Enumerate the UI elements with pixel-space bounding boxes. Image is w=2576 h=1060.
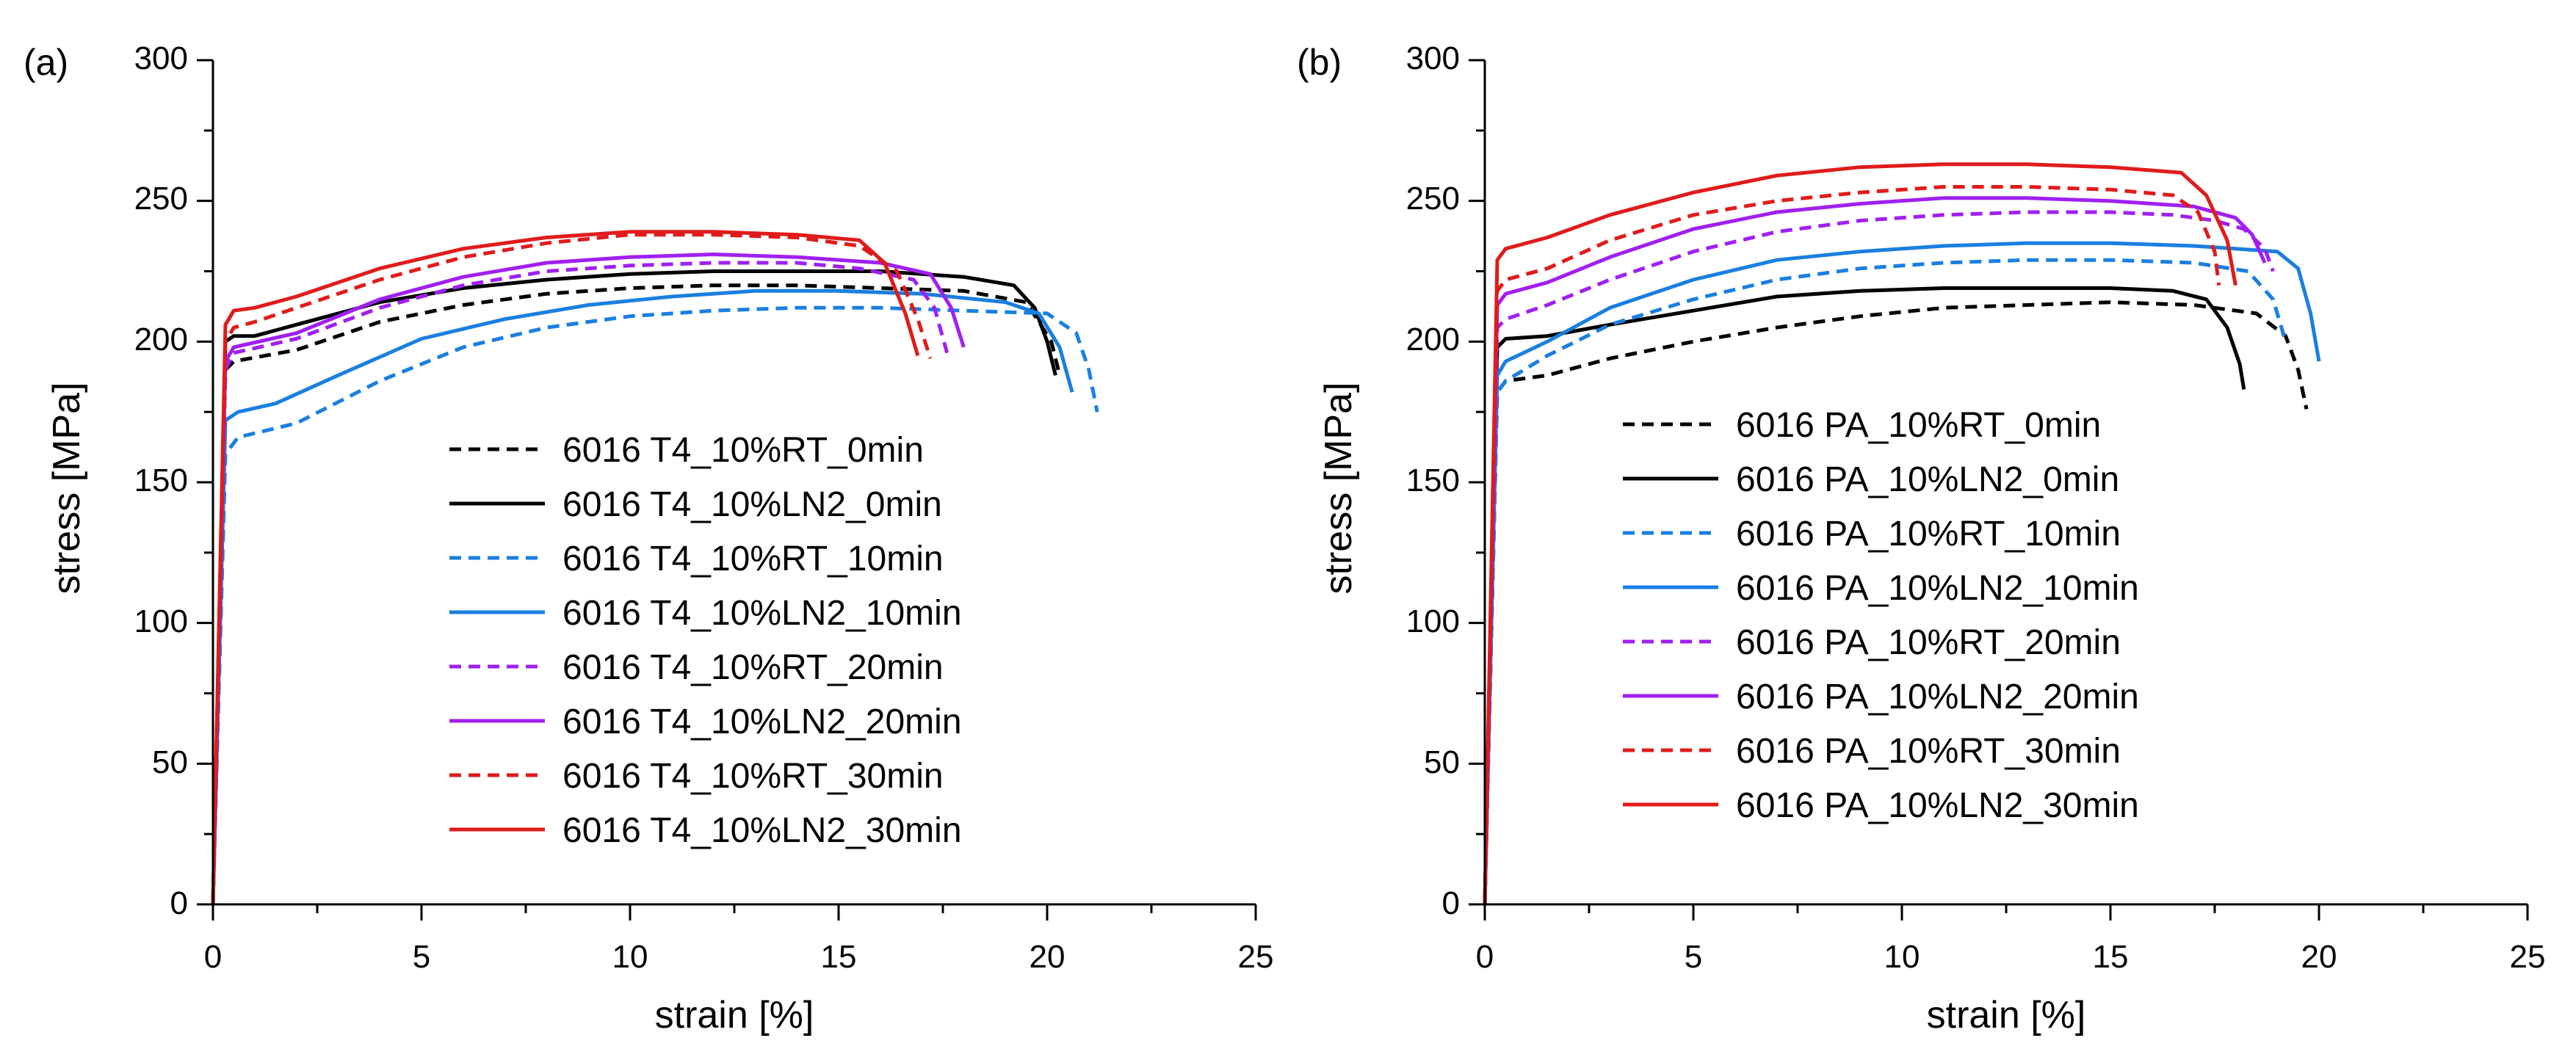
panel-a-x-axis-title: strain [%] [655, 994, 814, 1037]
y-tick-label: 150 [1406, 462, 1460, 498]
series-line-8 [1483, 162, 2237, 905]
legend-label: 6016 T4_10%RT_30min [562, 757, 944, 796]
panel-b: (b) 0 5 10 15 20 25 0 50 100 150 200 250… [1297, 40, 2545, 1037]
series-line-1 [211, 283, 1062, 905]
legend-label: 6016 PA_10%LN2_10min [1736, 569, 2139, 608]
series-line-4 [1483, 241, 2321, 905]
x-tick-label: 5 [413, 939, 430, 975]
panel-a-y-axis-title: stress [MPa] [46, 382, 88, 595]
panel-b-x-axis-title: strain [%] [1927, 994, 2086, 1037]
legend-label: 6016 T4_10%RT_10min [562, 540, 944, 578]
x-tick-label: 0 [1476, 939, 1494, 975]
y-tick-label: 300 [1406, 40, 1460, 76]
panel-a-curves [211, 230, 1099, 905]
y-tick-label: 100 [134, 603, 188, 639]
series-line-2 [211, 269, 1057, 905]
legend-label: 6016 PA_10%RT_20min [1736, 623, 2121, 662]
panel-b-axes [1469, 59, 2529, 921]
legend-label: 6016 PA_10%LN2_30min [1736, 786, 2139, 825]
panel-a-x-tick-labels: 0 5 10 15 20 25 [204, 939, 1274, 975]
x-tick-label: 15 [2093, 939, 2129, 975]
x-tick-label: 25 [2510, 939, 2546, 975]
series-line-3 [1483, 258, 2287, 905]
legend-label: 6016 T4_10%LN2_30min [562, 811, 962, 850]
y-tick-label: 200 [1406, 322, 1460, 357]
y-tick-label: 100 [1406, 603, 1460, 639]
series-line-6 [211, 253, 966, 905]
panel-a-axes [197, 59, 1257, 921]
series-line-5 [211, 261, 949, 905]
x-tick-label: 10 [1884, 939, 1920, 975]
panel-a: (a) 0 5 10 15 20 25 0 50 100 150 200 250… [23, 40, 1273, 1037]
x-tick-label: 15 [821, 939, 857, 975]
series-line-6 [1483, 196, 2267, 905]
legend-label: 6016 T4_10%RT_0min [562, 431, 924, 470]
y-tick-label: 0 [170, 885, 188, 921]
panel-b-legend: 6016 PA_10%RT_0min 6016 PA_10%LN2_0min 601… [1623, 406, 2139, 825]
y-tick-label: 250 [1406, 181, 1460, 217]
legend-label: 6016 PA_10%LN2_20min [1736, 678, 2139, 716]
series-line-8 [211, 230, 920, 905]
panel-b-y-axis-title: stress [MPa] [1317, 382, 1360, 595]
legend-label: 6016 T4_10%LN2_0min [562, 485, 942, 524]
legend-label: 6016 T4_10%RT_20min [562, 648, 944, 687]
series-line-7 [1483, 185, 2221, 905]
legend-label: 6016 PA_10%RT_0min [1736, 406, 2101, 445]
x-tick-label: 10 [612, 939, 648, 975]
legend-label: 6016 PA_10%RT_10min [1736, 515, 2121, 553]
y-tick-label: 300 [134, 40, 188, 76]
y-tick-label: 150 [134, 462, 188, 498]
series-line-5 [1483, 210, 2275, 905]
panel-b-y-tick-labels: 0 50 100 150 200 250 300 [1406, 40, 1460, 921]
x-tick-label: 25 [1238, 939, 1274, 975]
legend-label: 6016 PA_10%RT_30min [1736, 732, 2121, 771]
y-tick-label: 50 [152, 744, 188, 780]
y-tick-label: 0 [1442, 885, 1460, 921]
panel-b-x-tick-labels: 0 5 10 15 20 25 [1476, 939, 2546, 975]
x-tick-label: 0 [204, 939, 222, 975]
y-tick-label: 200 [134, 322, 188, 357]
x-tick-label: 20 [2301, 939, 2337, 975]
panel-a-y-tick-labels: 0 50 100 150 200 250 300 [134, 40, 188, 921]
series-line-1 [1483, 300, 2309, 905]
y-tick-label: 250 [134, 181, 188, 217]
panel-a-legend: 6016 T4_10%RT_0min 6016 T4_10%LN2_0min 601… [449, 431, 962, 850]
x-tick-label: 5 [1685, 939, 1702, 975]
legend-label: 6016 T4_10%LN2_10min [562, 594, 962, 633]
panel-b-label: (b) [1297, 42, 1342, 83]
legend-label: 6016 PA_10%LN2_0min [1736, 460, 2119, 499]
panel-b-curves [1483, 162, 2321, 905]
panel-a-label: (a) [23, 42, 68, 83]
series-line-3 [211, 305, 1099, 905]
x-tick-label: 20 [1030, 939, 1066, 975]
series-line-4 [211, 288, 1074, 905]
series-line-2 [1483, 286, 2246, 905]
y-tick-label: 50 [1424, 744, 1460, 780]
legend-label: 6016 T4_10%LN2_20min [562, 703, 962, 741]
